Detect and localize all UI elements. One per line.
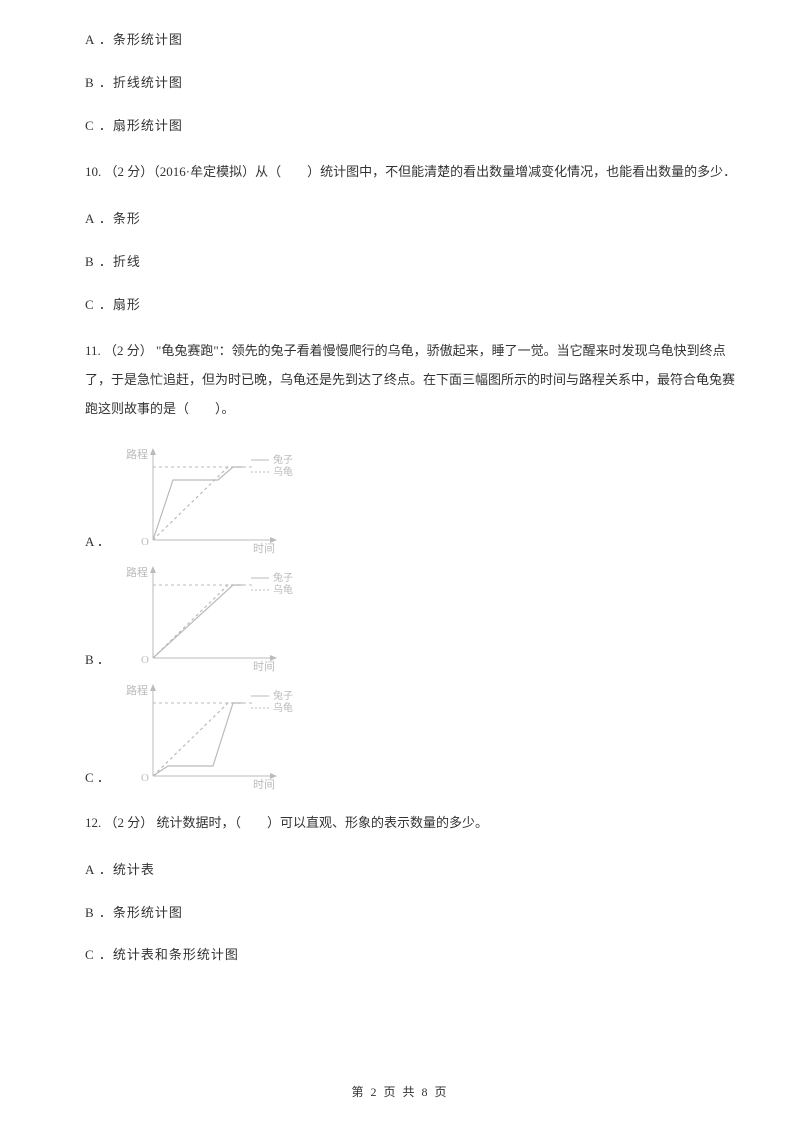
q11-option-c: C ． O 路程时间 兔子乌龟 — [85, 681, 745, 791]
svg-text:兔子: 兔子 — [273, 689, 293, 702]
chart-a: O 路程时间 兔子乌龟 — [118, 445, 298, 555]
q12-option-c: C ．统计表和条形统计图 — [85, 945, 745, 966]
svg-text:乌龟: 乌龟 — [273, 701, 293, 714]
q10-option-a: A ．条形 — [85, 209, 745, 230]
svg-text:时间: 时间 — [253, 542, 275, 555]
svg-text:O: O — [141, 654, 149, 666]
q11-option-b-label: B ． — [85, 650, 110, 673]
q10-option-c: C ．扇形 — [85, 295, 745, 316]
q11-option-b: B ． O 路程时间 兔子乌龟 — [85, 563, 745, 673]
svg-text:乌龟: 乌龟 — [273, 583, 293, 596]
svg-text:时间: 时间 — [253, 778, 275, 791]
svg-text:时间: 时间 — [253, 660, 275, 673]
q12-option-b: B ．条形统计图 — [85, 903, 745, 924]
page-footer: 第 2 页 共 8 页 — [0, 1083, 800, 1102]
q10-text: 10. （2 分）（2016·牟定模拟）从（ ）统计图中，不但能清楚的看出数量增… — [85, 158, 745, 187]
q11-option-a-label: A ． — [85, 532, 110, 555]
svg-text:兔子: 兔子 — [273, 571, 293, 584]
chart-c: O 路程时间 兔子乌龟 — [118, 681, 298, 791]
q12-option-a: A ．统计表 — [85, 860, 745, 881]
q11-text: 11. （2 分） "龟兔赛跑"：领先的兔子看着慢慢爬行的乌龟，骄傲起来，睡了一… — [85, 337, 745, 423]
q10-option-b: B ．折线 — [85, 252, 745, 273]
q11-option-a: A ． O 路程时间 兔子乌龟 — [85, 445, 745, 555]
q12-text: 12. （2 分） 统计数据时，（ ）可以直观、形象的表示数量的多少。 — [85, 809, 745, 838]
chart-b: O 路程时间 兔子乌龟 — [118, 563, 298, 673]
svg-text:O: O — [141, 772, 149, 784]
svg-text:路程: 路程 — [126, 448, 148, 461]
prev-option-b: B ．折线统计图 — [85, 73, 745, 94]
prev-option-c: C ．扇形统计图 — [85, 116, 745, 137]
prev-option-a: A ．条形统计图 — [85, 30, 745, 51]
svg-text:路程: 路程 — [126, 684, 148, 697]
svg-text:乌龟: 乌龟 — [273, 465, 293, 478]
svg-text:路程: 路程 — [126, 566, 148, 579]
svg-text:O: O — [141, 536, 149, 548]
svg-text:兔子: 兔子 — [273, 453, 293, 466]
q11-option-c-label: C ． — [85, 768, 110, 791]
